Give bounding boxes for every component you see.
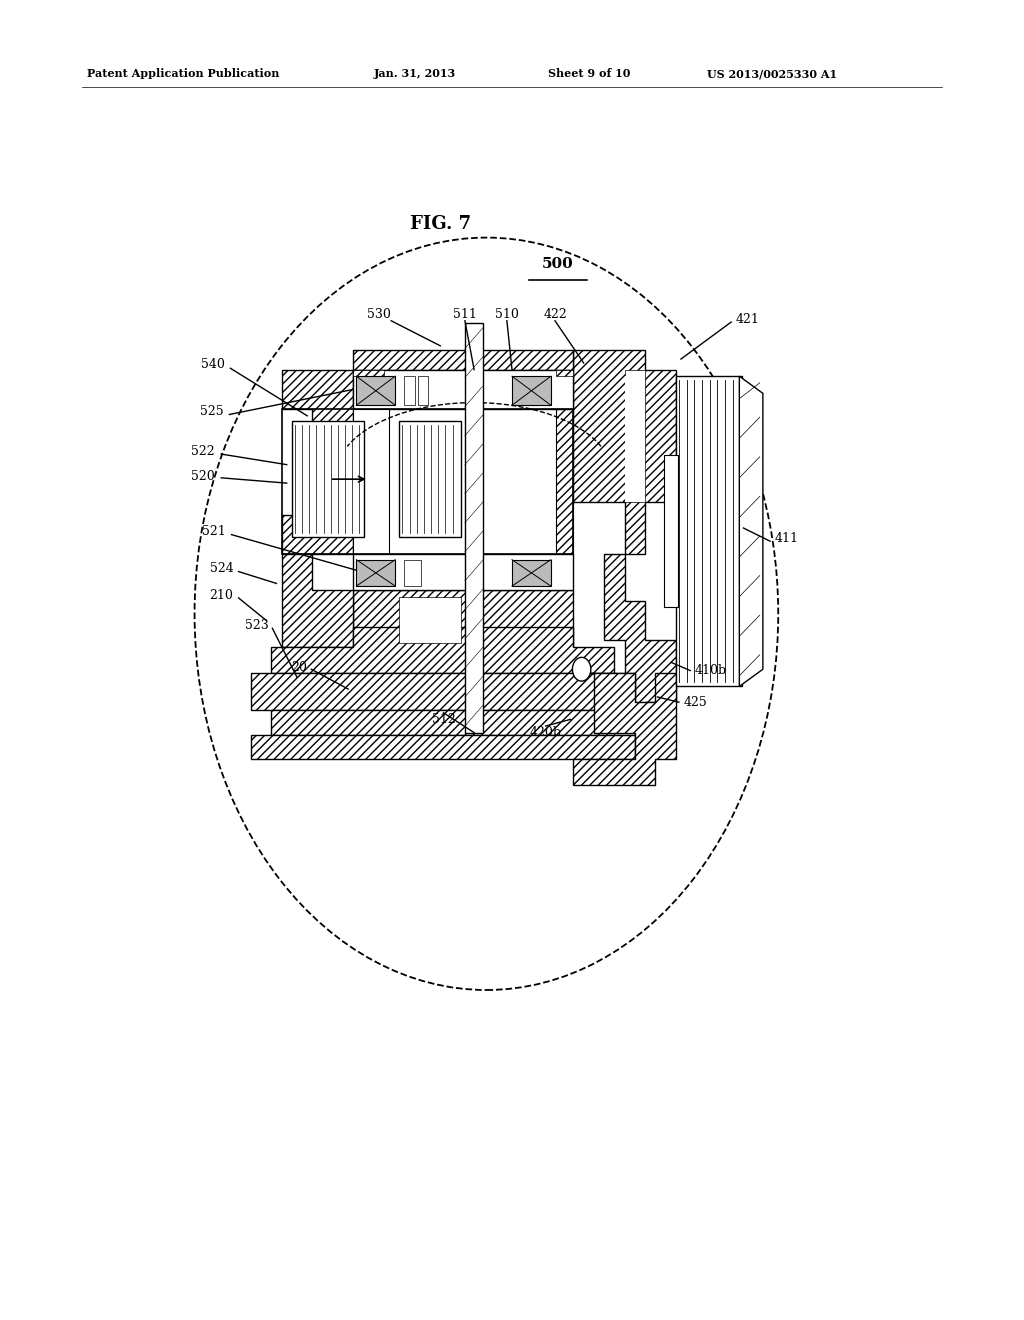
Text: 540: 540 <box>202 358 225 371</box>
Text: 20: 20 <box>291 661 307 675</box>
Bar <box>404 376 415 405</box>
Text: 521: 521 <box>202 525 225 539</box>
Text: Patent Application Publication: Patent Application Publication <box>87 69 280 79</box>
Bar <box>399 421 461 537</box>
Bar <box>292 421 364 537</box>
Text: 411: 411 <box>774 532 798 545</box>
Text: 410b: 410b <box>694 664 726 677</box>
Text: FIG. 7: FIG. 7 <box>410 215 471 234</box>
Polygon shape <box>353 554 573 590</box>
Text: 524: 524 <box>210 562 233 576</box>
Bar <box>625 370 645 502</box>
Circle shape <box>572 657 591 681</box>
Text: 422: 422 <box>543 308 567 321</box>
Polygon shape <box>282 554 353 647</box>
Bar <box>353 370 384 376</box>
Bar <box>664 455 678 607</box>
Text: 425: 425 <box>684 696 708 709</box>
Polygon shape <box>556 409 573 554</box>
Text: 523: 523 <box>245 619 268 632</box>
Polygon shape <box>353 409 389 554</box>
Bar <box>399 597 461 643</box>
Text: 420b: 420b <box>529 726 562 739</box>
Text: Jan. 31, 2013: Jan. 31, 2013 <box>374 69 456 79</box>
Text: US 2013/0025330 A1: US 2013/0025330 A1 <box>707 69 837 79</box>
Text: 510: 510 <box>495 308 519 321</box>
Polygon shape <box>251 735 635 759</box>
Polygon shape <box>353 590 573 647</box>
Bar <box>465 323 483 733</box>
Text: 522: 522 <box>191 445 215 458</box>
Text: 530: 530 <box>367 308 391 321</box>
Bar <box>404 560 421 586</box>
Bar <box>418 376 428 405</box>
Bar <box>676 376 742 686</box>
Text: 210: 210 <box>210 589 233 602</box>
Polygon shape <box>282 370 353 554</box>
Polygon shape <box>573 350 676 733</box>
Text: Sheet 9 of 10: Sheet 9 of 10 <box>548 69 630 79</box>
Bar <box>556 370 573 376</box>
Text: 525: 525 <box>200 405 223 418</box>
Text: 520: 520 <box>191 470 215 483</box>
Bar <box>356 376 395 405</box>
Text: 511: 511 <box>453 308 477 321</box>
Polygon shape <box>739 376 763 686</box>
Bar <box>625 376 645 502</box>
Bar <box>512 376 551 405</box>
Bar <box>356 560 395 586</box>
Bar <box>282 409 573 554</box>
Polygon shape <box>271 710 614 735</box>
Bar <box>512 560 551 586</box>
Polygon shape <box>353 350 573 370</box>
Polygon shape <box>251 673 635 710</box>
Text: 421: 421 <box>735 313 759 326</box>
Polygon shape <box>271 627 614 673</box>
Polygon shape <box>573 673 676 785</box>
Text: 512: 512 <box>431 713 456 726</box>
Polygon shape <box>353 370 573 409</box>
Text: 500: 500 <box>542 257 574 271</box>
